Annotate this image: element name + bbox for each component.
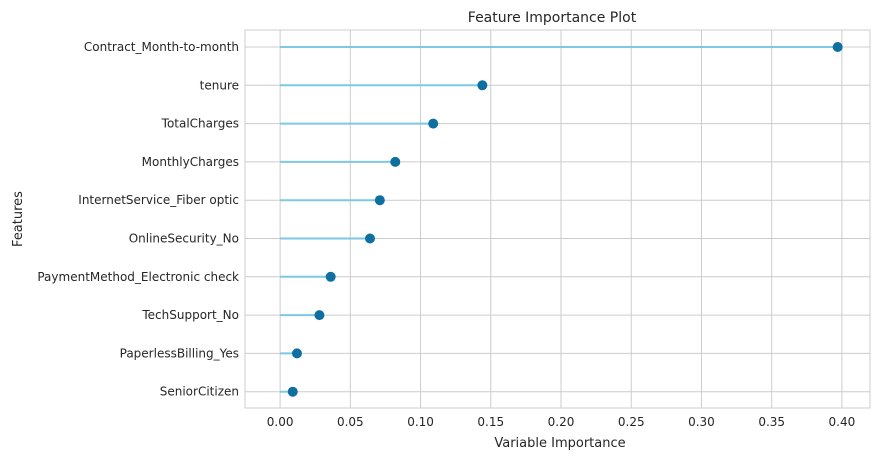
x-tick-label: 0.35	[758, 415, 785, 429]
y-tick-label: TotalCharges	[161, 117, 239, 131]
y-tick-label: InternetService_Fiber optic	[78, 193, 239, 207]
y-tick-label: PaperlessBilling_Yes	[120, 346, 239, 360]
y-tick-label: tenure	[200, 78, 239, 92]
lollipop-stems	[280, 46, 838, 393]
data-point-9	[287, 386, 298, 397]
y-tick-label: OnlineSecurity_No	[129, 232, 239, 246]
data-point-2	[428, 118, 439, 129]
x-tick-label: 0.05	[337, 415, 364, 429]
y-axis-label: Features	[11, 191, 26, 247]
data-point-8	[291, 348, 302, 359]
plot-frame	[244, 29, 871, 409]
y-tick-label: TechSupport_No	[141, 308, 239, 322]
data-point-6	[325, 271, 336, 282]
x-tick-label: 0.25	[618, 415, 645, 429]
x-tick-label: 0.40	[829, 415, 856, 429]
data-point-3	[390, 156, 401, 167]
x-tick-label: 0.30	[688, 415, 715, 429]
y-tick-label: PaymentMethod_Electronic check	[37, 270, 239, 284]
x-tick-labels: 0.00 0.05 0.10 0.15 0.20 0.25 0.30 0.35 0.40	[267, 415, 856, 429]
data-point-5	[365, 233, 375, 244]
data-point-1	[477, 80, 488, 91]
x-tick-label: 0.10	[407, 415, 434, 429]
chart-title: Feature Importance Plot	[468, 10, 637, 26]
x-tick-label: 0.15	[477, 415, 504, 429]
data-point-0	[832, 42, 843, 52]
data-point-7	[314, 310, 325, 321]
y-tick-label: MonthlyCharges	[142, 155, 239, 169]
grid-lines	[245, 30, 870, 408]
x-tick-label: 0.00	[267, 415, 294, 429]
y-tick-label: SeniorCitizen	[160, 385, 239, 399]
x-tick-label: 0.20	[548, 415, 575, 429]
x-axis-label: Variable Importance	[494, 436, 625, 451]
y-tick-label: Contract_Month-to-month	[84, 40, 239, 54]
lollipop-markers	[287, 42, 843, 397]
data-point-4	[374, 195, 385, 206]
